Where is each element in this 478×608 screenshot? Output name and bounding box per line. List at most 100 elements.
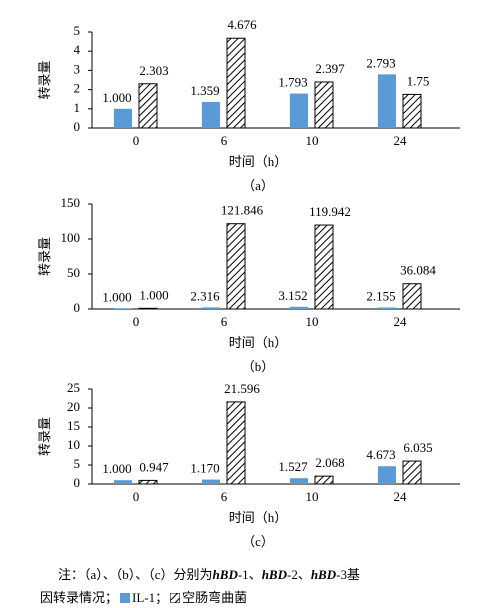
data-label: 2.316 bbox=[190, 288, 220, 303]
bar bbox=[314, 81, 334, 129]
x-tick-label: 0 bbox=[133, 314, 140, 329]
caption: （c） bbox=[242, 534, 274, 549]
bar bbox=[290, 93, 308, 128]
bar bbox=[202, 101, 220, 128]
x-axis-title: 时间（h） bbox=[229, 510, 288, 525]
data-label: 2.155 bbox=[366, 288, 395, 303]
y-tick-label: 0 bbox=[74, 300, 81, 315]
data-label: 2.303 bbox=[139, 63, 168, 78]
x-tick-label: 6 bbox=[221, 314, 228, 329]
y-tick-label: 10 bbox=[67, 437, 80, 452]
data-label: 119.942 bbox=[309, 204, 351, 219]
note-text: 注：（a）、（b）、（c）分别为 bbox=[58, 567, 213, 582]
data-label: 1.527 bbox=[278, 459, 308, 474]
y-tick-label: 5 bbox=[74, 23, 81, 38]
x-tick-label: 10 bbox=[306, 314, 319, 329]
y-tick-label: 5 bbox=[74, 456, 81, 471]
y-axis-title: 转录量 bbox=[37, 237, 52, 276]
x-tick-label: 0 bbox=[133, 133, 140, 148]
data-label: 36.084 bbox=[400, 263, 436, 278]
y-tick-label: 100 bbox=[61, 230, 81, 245]
note-text: 因转录情况； bbox=[40, 590, 119, 605]
data-label: 1.75 bbox=[407, 73, 430, 88]
data-label: 1.793 bbox=[278, 75, 307, 90]
bar bbox=[402, 283, 422, 310]
x-tick-label: 24 bbox=[394, 489, 408, 504]
legend-swatch bbox=[120, 593, 131, 603]
note-text: -2、 bbox=[286, 567, 311, 582]
data-label: 1.000 bbox=[102, 289, 131, 304]
x-tick-label: 6 bbox=[221, 489, 228, 504]
data-label: 2.793 bbox=[366, 55, 395, 70]
y-tick-label: 150 bbox=[61, 195, 81, 210]
bar bbox=[314, 475, 334, 485]
y-tick-label: 0 bbox=[74, 119, 81, 134]
bar bbox=[402, 93, 422, 129]
data-label: 2.397 bbox=[315, 61, 345, 76]
x-tick-label: 10 bbox=[306, 489, 319, 504]
data-label: 21.596 bbox=[224, 381, 260, 396]
data-label: 4.673 bbox=[366, 447, 395, 462]
charts: 01234501.0002.30361.3594.676101.7932.397… bbox=[37, 17, 460, 549]
bar bbox=[378, 466, 396, 484]
bar bbox=[202, 307, 220, 309]
bar bbox=[226, 223, 246, 310]
data-label: 6.035 bbox=[403, 440, 432, 455]
y-tick-label: 1 bbox=[74, 100, 81, 115]
y-tick-label: 15 bbox=[67, 418, 80, 433]
bar bbox=[314, 224, 334, 310]
bar bbox=[138, 83, 158, 129]
x-axis-title: 时间（h） bbox=[229, 154, 288, 169]
data-label: 4.676 bbox=[227, 17, 257, 32]
data-label: 0.947 bbox=[139, 459, 169, 474]
bar bbox=[290, 478, 308, 484]
note-line-2: 因转录情况； IL-1； 空肠弯曲菌 bbox=[40, 587, 247, 606]
data-label: 1.000 bbox=[102, 90, 131, 105]
y-axis-title: 转录量 bbox=[37, 60, 52, 99]
y-tick-label: 20 bbox=[67, 399, 80, 414]
bar bbox=[402, 460, 422, 485]
bar bbox=[290, 306, 308, 309]
bar bbox=[114, 108, 132, 128]
legend-label: 空肠弯曲菌 bbox=[182, 590, 248, 605]
y-tick-label: 25 bbox=[67, 380, 80, 395]
legend-label: IL-1 bbox=[132, 590, 156, 605]
data-label: 121.846 bbox=[221, 203, 264, 218]
y-tick-label: 4 bbox=[74, 42, 81, 57]
note-text: hBD bbox=[261, 567, 287, 582]
caption: （b） bbox=[242, 359, 275, 374]
data-label: 2.068 bbox=[315, 455, 344, 470]
y-tick-label: 3 bbox=[74, 61, 81, 76]
bar bbox=[226, 37, 246, 129]
data-label: 3.152 bbox=[278, 288, 307, 303]
data-label: 1.170 bbox=[190, 461, 219, 476]
data-label: 1.359 bbox=[190, 83, 219, 98]
bar bbox=[138, 307, 158, 310]
x-tick-label: 24 bbox=[394, 314, 408, 329]
data-label: 1.000 bbox=[139, 287, 168, 302]
note-line-1: 注：（a）、（b）、（c）分别为hBD-1、hBD-2、hBD-3基 bbox=[58, 564, 360, 583]
x-tick-label: 24 bbox=[394, 133, 408, 148]
bar bbox=[202, 479, 220, 484]
x-axis-title: 时间（h） bbox=[229, 335, 288, 350]
bar bbox=[378, 74, 396, 128]
y-tick-label: 50 bbox=[67, 265, 80, 280]
y-axis-title: 转录量 bbox=[37, 417, 52, 456]
legend-swatch bbox=[170, 593, 181, 603]
bar bbox=[226, 401, 246, 485]
bar bbox=[114, 308, 132, 309]
caption: （a） bbox=[242, 178, 274, 193]
bar bbox=[114, 480, 132, 484]
bar bbox=[138, 479, 158, 485]
note-text: -1、 bbox=[237, 567, 262, 582]
bar bbox=[378, 307, 396, 309]
x-tick-label: 6 bbox=[221, 133, 228, 148]
y-tick-label: 0 bbox=[74, 475, 81, 490]
note-text: ； bbox=[155, 590, 169, 605]
note-text: -3基 bbox=[336, 567, 360, 582]
note-text: hBD bbox=[310, 567, 337, 582]
x-tick-label: 0 bbox=[133, 489, 140, 504]
data-label: 1.000 bbox=[102, 461, 131, 476]
note-text: hBD bbox=[212, 567, 238, 582]
